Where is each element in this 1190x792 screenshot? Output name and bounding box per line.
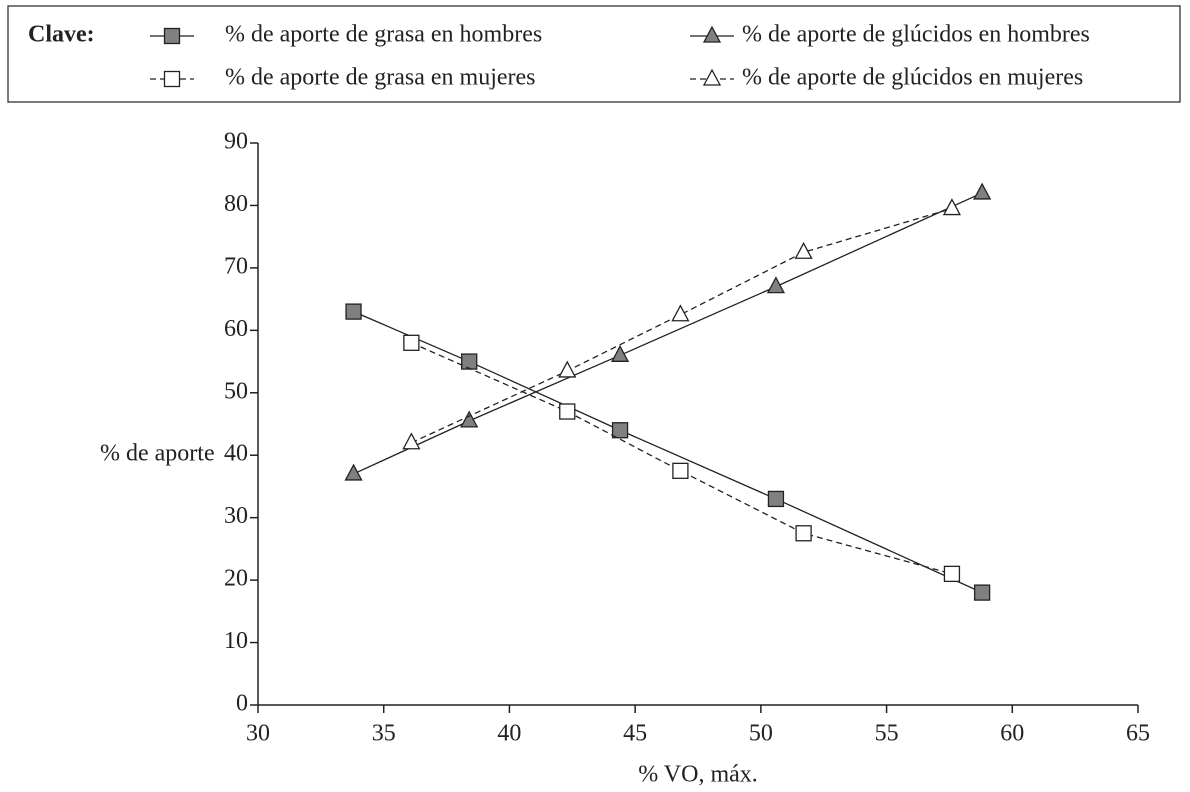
y-tick-label: 20 [224,566,248,592]
data-point [766,276,786,294]
y-tick-label: 50 [224,378,248,404]
y-axis-label: % de aporte [100,441,215,467]
data-point [671,304,690,322]
data-point [973,584,991,601]
data-point [943,565,961,583]
legend-title: Clave: [28,22,95,48]
y-tick-label: 10 [224,628,248,654]
data-point [403,334,420,351]
series-line [353,192,983,475]
legend-marker [163,27,181,45]
data-point [345,303,362,320]
data-point [460,410,479,428]
x-tick-label: 35 [372,721,396,747]
data-point [973,182,992,200]
y-tick-label: 80 [224,191,248,217]
data-point [611,422,629,439]
y-tick-label: 0 [236,691,248,717]
data-point [794,241,813,259]
x-tick-label: 50 [749,721,773,747]
data-point [942,198,962,216]
data-point [610,344,630,362]
series-line [411,207,953,444]
data-point [402,432,421,450]
legend-label: % de aporte de glúcidos en hombres [742,22,1090,48]
data-point [558,360,577,378]
legend-marker [163,70,181,88]
y-tick-label: 60 [224,316,248,342]
y-tick-label: 40 [224,441,248,467]
y-tick-label: 90 [224,129,248,155]
data-point [344,463,363,481]
y-tick-label: 70 [224,253,248,279]
x-tick-label: 40 [497,721,521,747]
series-line [353,311,983,594]
x-tick-label: 45 [623,721,647,747]
legend-marker [702,68,722,86]
legend-label: % de aporte de glúcidos en mujeres [742,65,1083,91]
data-point [767,490,785,508]
x-tick-label: 65 [1126,721,1150,747]
data-point [672,462,689,479]
data-point [795,525,812,542]
x-axis-label: % VO, máx. [638,762,758,788]
legend-box [7,5,1181,103]
data-point [461,353,478,370]
x-tick-label: 60 [1000,721,1024,747]
x-tick-label: 55 [875,721,899,747]
data-point [559,403,576,420]
legend-marker [702,25,722,43]
y-tick-label: 30 [224,503,248,529]
legend-label: % de aporte de grasa en mujeres [225,65,536,91]
series-line [411,342,953,575]
x-tick-label: 30 [246,721,270,747]
legend-label: % de aporte de grasa en hombres [225,22,542,48]
